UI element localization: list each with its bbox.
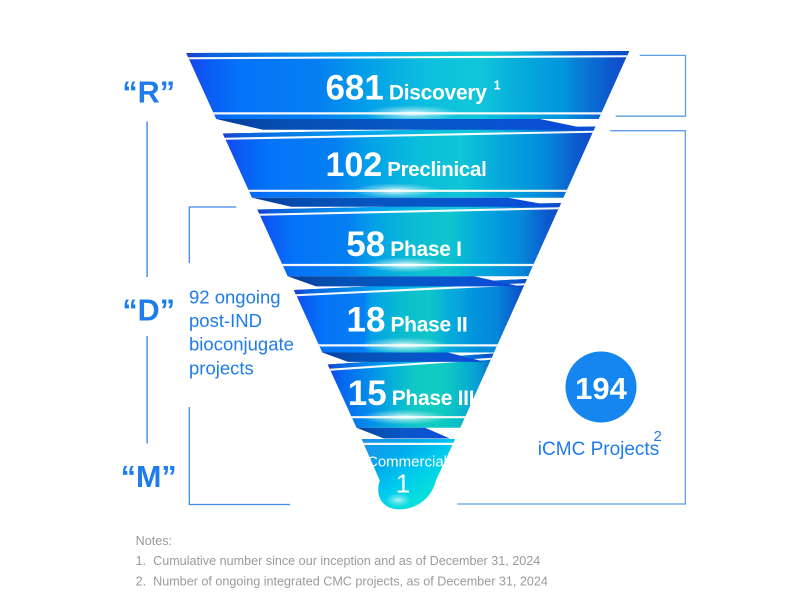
svg-text:1: 1 bbox=[396, 469, 410, 499]
svg-text:“M”: “M” bbox=[121, 460, 177, 494]
svg-text:post-IND: post-IND bbox=[189, 310, 262, 331]
svg-text:“R”: “R” bbox=[122, 76, 175, 110]
svg-text:194: 194 bbox=[575, 371, 627, 406]
svg-text:projects: projects bbox=[189, 357, 254, 378]
svg-text:bioconjugate: bioconjugate bbox=[189, 334, 294, 355]
svg-text:iCMC Projects: iCMC Projects bbox=[538, 439, 659, 460]
svg-text:2. Number of ongoing integrat: 2. Number of ongoing integrated CMC proj… bbox=[136, 574, 548, 588]
svg-text:1. Cumulative number since ou: 1. Cumulative number since our inception… bbox=[136, 554, 541, 568]
svg-text:Commercial: Commercial bbox=[367, 454, 447, 471]
svg-text:Notes:: Notes: bbox=[136, 534, 172, 548]
svg-text:“D”: “D” bbox=[122, 294, 175, 328]
svg-text:2: 2 bbox=[654, 428, 662, 445]
svg-text:92 ongoing: 92 ongoing bbox=[189, 287, 281, 308]
